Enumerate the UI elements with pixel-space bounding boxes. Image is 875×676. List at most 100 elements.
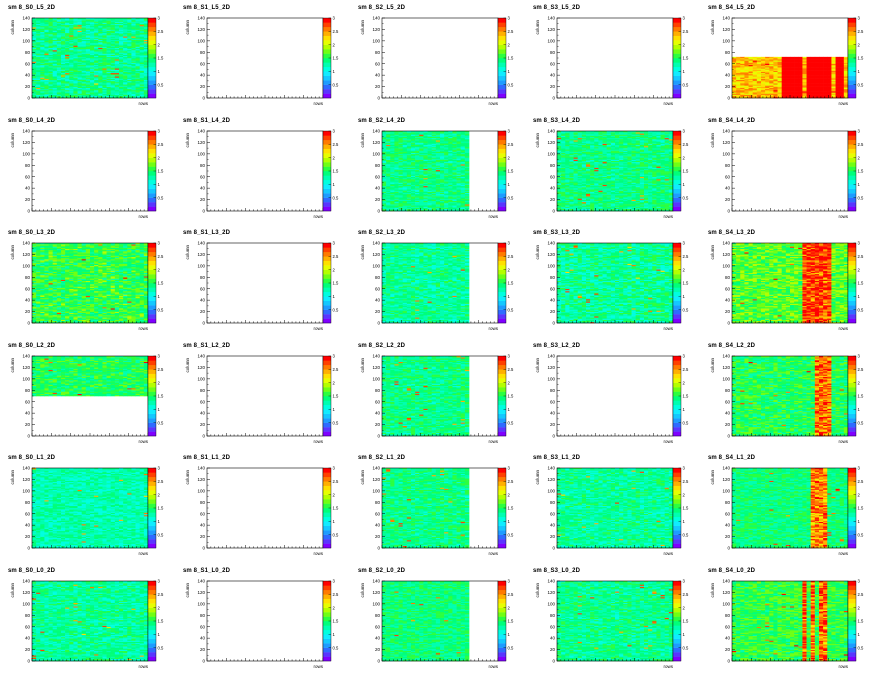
colorbar-segment [323, 27, 331, 32]
colorbar-segment [848, 54, 856, 59]
colorbar-segment [673, 36, 681, 41]
heatmap-cell [836, 57, 840, 58]
colorbar-segment [673, 22, 681, 27]
colorbar-segment [323, 36, 331, 41]
y-tick-label: 40 [25, 186, 31, 191]
colorbar-segment [673, 62, 681, 67]
colorbar-segment [323, 193, 331, 198]
x-axis-label: rows [838, 101, 848, 106]
colorbar-segment [148, 144, 156, 149]
colorbar-segment [148, 49, 156, 54]
y-tick-label: 0 [202, 209, 205, 214]
colorbar-segment [323, 144, 331, 149]
x-axis-label: rows [663, 101, 673, 106]
y-tick-label: 80 [375, 50, 381, 55]
colorbar-segment [498, 58, 506, 63]
colorbar-segment [148, 22, 156, 27]
y-tick-label: 60 [200, 174, 206, 179]
heatmap-cell [802, 57, 806, 58]
z-tick-label: 2.5 [158, 142, 164, 147]
y-tick-label: 0 [27, 96, 30, 101]
plot-frame [557, 18, 673, 98]
colorbar-segment [148, 31, 156, 36]
y-tick-label: 20 [725, 84, 731, 89]
colorbar-segment [148, 184, 156, 189]
colorbar-segment [323, 175, 331, 180]
z-tick-label: 1.5 [333, 56, 339, 61]
colorbar-segment [148, 207, 156, 212]
y-axis-label: column [535, 20, 540, 35]
colorbar-segment [323, 54, 331, 59]
heatmap-cell [782, 57, 786, 58]
colorbar-segment [673, 58, 681, 63]
colorbar-segment [323, 31, 331, 36]
colorbar-segment [323, 49, 331, 54]
colorbar-segment [498, 76, 506, 81]
colorbar-segment [848, 67, 856, 72]
y-tick-label: 100 [372, 38, 380, 43]
colorbar-segment [148, 135, 156, 140]
colorbar-segment [148, 158, 156, 163]
colorbar-segment [148, 62, 156, 67]
colorbar-segment [848, 71, 856, 76]
y-tick-label: 120 [197, 140, 205, 145]
y-axis-label: column [10, 133, 15, 148]
z-tick-label: 1.5 [858, 56, 864, 61]
colorbar-segment [323, 58, 331, 63]
colorbar-segment [148, 198, 156, 203]
y-tick-label: 60 [375, 61, 381, 66]
colorbar-segment [148, 80, 156, 85]
y-tick-label: 100 [547, 38, 555, 43]
heatmap-cell [798, 57, 802, 58]
colorbar-segment [498, 36, 506, 41]
colorbar-segment [673, 76, 681, 81]
colorbar-segment [673, 18, 681, 23]
colorbar-segment [148, 167, 156, 172]
y-tick-label: 100 [22, 151, 30, 156]
colorbar-segment [498, 94, 506, 99]
heatmap-cell [807, 57, 811, 58]
y-tick-label: 100 [22, 38, 30, 43]
z-tick-label: 3 [333, 16, 336, 21]
plot-frame [32, 131, 148, 211]
z-tick-label: 1 [683, 69, 686, 74]
colorbar-segment [498, 31, 506, 36]
colorbar-segment [323, 162, 331, 167]
z-tick-label: 3 [158, 16, 161, 21]
heatmap-cell [773, 57, 777, 58]
colorbar-segment [323, 94, 331, 99]
z-tick-label: 0.5 [158, 82, 164, 87]
z-tick-label: 0.5 [683, 82, 689, 87]
y-axis-label: column [185, 133, 190, 148]
y-tick-label: 120 [197, 27, 205, 32]
z-tick-label: 1 [158, 69, 161, 74]
z-tick-label: 1.5 [158, 56, 164, 61]
colorbar-segment [498, 27, 506, 32]
colorbar-segment [498, 45, 506, 50]
colorbar-segment [673, 31, 681, 36]
colorbar-segment [498, 85, 506, 90]
y-tick-label: 20 [550, 84, 556, 89]
colorbar-segment [148, 89, 156, 94]
heatmap-cell [765, 57, 769, 58]
colorbar-segment [148, 180, 156, 185]
z-tick-label: 0.5 [858, 82, 864, 87]
colorbar-segment [848, 40, 856, 45]
y-tick-label: 40 [200, 73, 206, 78]
z-tick-label: 0.5 [158, 195, 164, 200]
colorbar-segment [848, 27, 856, 32]
plot-frame [207, 18, 323, 98]
colorbar-segment [498, 89, 506, 94]
colorbar-segment [673, 40, 681, 45]
colorbar-segment [323, 71, 331, 76]
y-tick-label: 20 [200, 84, 206, 89]
z-tick-label: 2 [508, 42, 511, 47]
colorbar-segment [148, 153, 156, 158]
z-tick-label: 2.5 [333, 29, 339, 34]
